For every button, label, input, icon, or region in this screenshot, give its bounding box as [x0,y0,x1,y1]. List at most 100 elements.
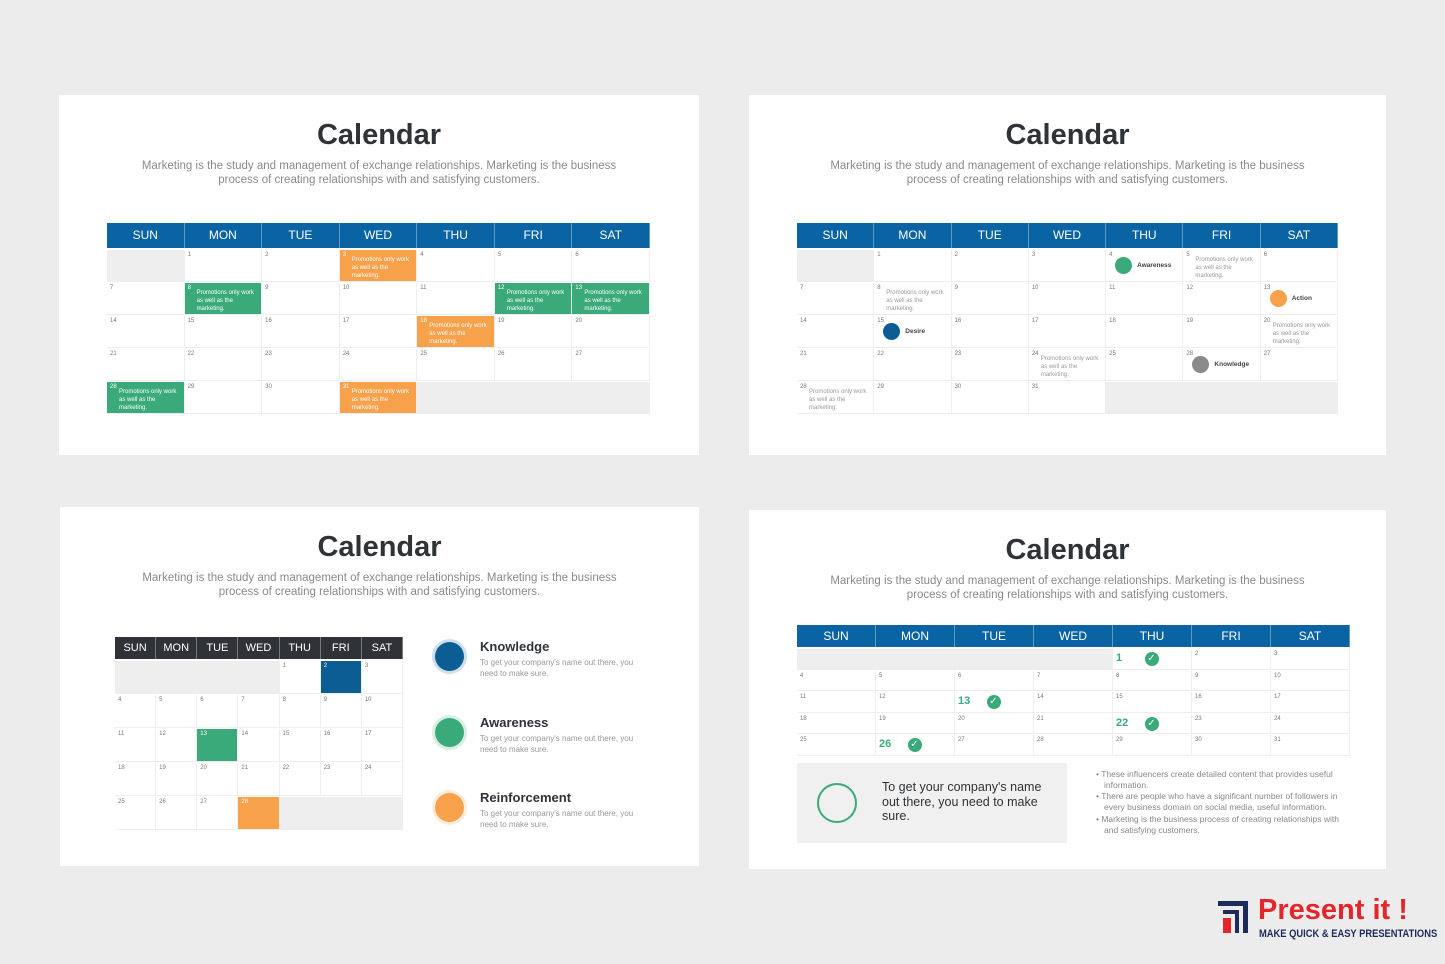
calendar-cell: 24 Promotions only work as well as the ma… [1028,349,1107,381]
calendar-cell: 15 [1113,692,1192,713]
calendar-cell: 27 [197,797,239,830]
slide-subtitle: Marketing is the study and management of… [830,575,1305,601]
slide-title: Calendar [1005,534,1130,566]
weekday-header: FRI [320,637,362,659]
calendar-cell: 30 [1192,735,1271,756]
calendar-cell: 10 [1271,670,1350,691]
day-number: 20 [575,318,583,324]
calendar-cell: 23 [1192,713,1271,734]
day-number: 26 [497,351,505,357]
day-number: 8 [187,285,191,291]
calendar-cell: 6 [572,250,650,282]
day-number: 13 [575,285,583,291]
calendar-cell: 13 ✓ [955,692,1034,713]
day-number: 10 [342,285,350,291]
calendar-cell: 22 [184,349,263,381]
calendar-cell: 14 [107,316,185,348]
day-number: 5 [1186,252,1190,258]
calendar-cell [572,382,650,414]
cell-note: Promotions only work as well as the mark… [506,290,565,312]
calendar-cell: 15 [279,729,321,762]
calendar-cell: 9 [262,283,340,315]
calendar-cell: 20 [955,713,1034,734]
cell-note: Promotions only work as well as the mark… [1272,323,1331,345]
calendar-cell: 24 [1271,713,1350,734]
check-icon: ✓ [907,738,922,752]
calendar-cell: 15 [184,316,263,348]
day-number: 3 [364,663,369,669]
item-icon [432,790,467,825]
cell-note: Promotions only work as well as the mark… [351,389,410,411]
day-number: 13 [958,695,971,707]
cell-note: Promotions only work as well as the mark… [584,290,642,312]
tag-label: Action [1291,295,1312,302]
calendar-cell: 3 [1028,250,1107,282]
calendar-cell: 24 [339,349,418,381]
day-number: 25 [800,737,807,743]
day-number: 8 [877,285,881,291]
calendar-cell: 3 Promotions only work as well as the mar… [339,250,418,282]
box-text: To get your company's name out there, yo… [882,780,1042,823]
calendar-cell: 20 [572,316,650,348]
day-number: 24 [342,351,350,357]
calendar-cell: 28 Promotions only work as well as the ma… [797,382,875,414]
calendar-cell: 17 [1028,316,1107,348]
calendar-cell: 25 [115,797,157,830]
day-number: 12 [159,731,166,737]
weekday-header: SAT [1260,223,1338,248]
slide-title: Calendar [316,119,442,151]
day-number: 3 [1274,651,1278,657]
day-number: 19 [879,715,886,722]
day-number: 5 [879,672,883,679]
day-number: 25 [1109,351,1116,357]
calendar-cell: 25 [1106,349,1184,381]
calendar-cell: 9 [1192,670,1271,691]
weekday-header: SAT [361,637,403,659]
calendar-cell: 17 [1271,692,1350,713]
day-number: 7 [241,697,245,703]
calendar-cell [1106,382,1184,414]
calendar-cell: 28 Knowledge [1183,349,1261,381]
weekday-header: THU [417,223,495,248]
day-number: 23 [323,765,331,771]
weekday-header: FRI [1183,223,1261,248]
day-number: 9 [323,697,328,703]
calendar-cell [797,649,876,670]
day-number: 5 [497,252,502,258]
day-number: 26 [159,799,166,805]
calendar-cell [115,661,157,694]
day-number: 17 [1274,694,1281,700]
calendar-cell: 5 [494,250,573,282]
calendar-cell: 21 [107,349,185,381]
weekday-header: TUE [955,625,1034,647]
calendar-cell: 1 [279,661,321,694]
day-number: 13 [200,731,207,737]
day-number: 19 [497,318,505,324]
item-text: To get your company's name out there, yo… [480,809,634,829]
calendar-cell: 11 [417,283,495,315]
info-box: To get your company's name out there, yo… [797,763,1067,843]
calendar-cell: 7 [797,283,875,315]
day-number: 8 [1116,672,1120,679]
weekday-header: THU [1113,625,1192,647]
day-number: 6 [200,697,204,703]
day-number: 12 [497,285,505,291]
calendar-cell: 18 Promotions only work as well as the ma… [417,316,495,348]
calendar-cell: 31 [1271,735,1350,756]
day-number: 4 [420,252,424,258]
day-number: 17 [1031,318,1039,324]
brand-tagline: MAKE QUICK & EASY PRESENTATIONS [1259,928,1438,940]
cell-note: Promotions only work as well as the mark… [119,389,177,411]
calendar-cell: 9 [320,695,362,728]
calendar-cell: 8 [279,695,321,728]
logo-icon [1218,901,1248,933]
weekday-header: WED [1034,625,1113,647]
calendar-cell: 6 [1260,250,1338,282]
day-number: 21 [1037,715,1044,722]
calendar-cell: 21 [797,349,875,381]
calendar-cell: 2 [951,250,1029,282]
cell-note: Promotions only work as well as the mark… [809,389,867,411]
weekday-header: MON [156,637,198,659]
brand-logo: Present it ! MAKE QUICK & EASY PRESENTAT… [1218,894,1437,944]
